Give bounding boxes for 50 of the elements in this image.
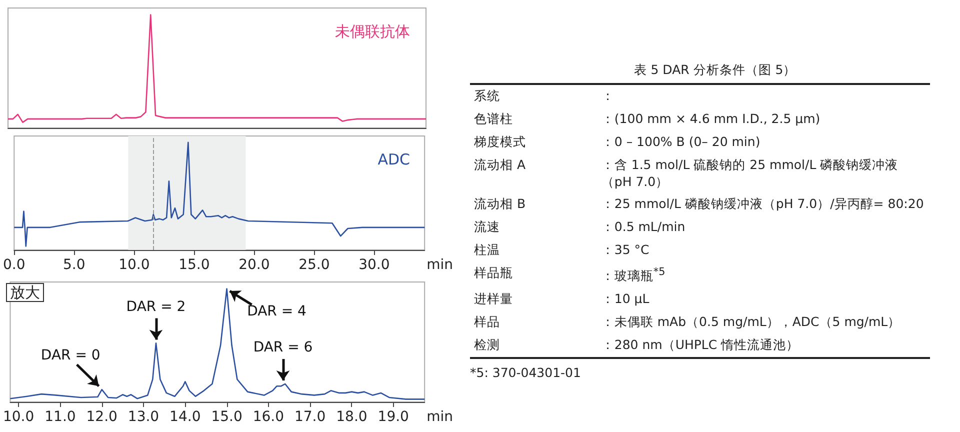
x-tick-label: 10.0 bbox=[2, 409, 34, 425]
text: ：35 °C bbox=[600, 241, 650, 260]
x-tick-label: 30.0 bbox=[358, 257, 390, 273]
x-tick-label: 15.0 bbox=[178, 257, 210, 273]
text: 梯度模式 bbox=[473, 132, 527, 151]
text: 流速 bbox=[473, 218, 501, 236]
text: ：含 1.5 mol/L 硫酸钠的 25 mmol/L 磷酸钠缓冲液（pH 7.0） bbox=[600, 156, 900, 191]
text: 未偶联抗体 bbox=[335, 22, 410, 40]
x-tick-label: 5.0 bbox=[63, 257, 86, 273]
text: 流动相 B bbox=[473, 195, 527, 214]
x-axis-title: min bbox=[426, 257, 454, 273]
x-tick-label: 17.0 bbox=[294, 409, 326, 425]
text: *5: 370-04301-01 bbox=[470, 364, 582, 380]
text: ：(100 mm × 4.6 mm I.D., 2.5 μm) bbox=[600, 110, 822, 128]
text: ADC bbox=[378, 150, 410, 168]
x-tick-label: 20.0 bbox=[238, 257, 270, 273]
x-tick-label: 19.0 bbox=[378, 409, 409, 425]
x-tick-label: 16.0 bbox=[252, 409, 284, 425]
text: ：0.5 mL/min bbox=[600, 218, 686, 236]
x-tick-label: 25.0 bbox=[298, 257, 330, 273]
text: ： bbox=[600, 87, 616, 105]
annotation: DAR = 6 bbox=[253, 340, 313, 356]
text: ：玻璃瓶$^{*5}$ bbox=[600, 265, 666, 286]
text: ：280 nm（UHPLC 惰性流通池） bbox=[600, 336, 800, 354]
text: ：10 μL bbox=[600, 290, 650, 308]
x-tick-label: 18.0 bbox=[336, 409, 368, 425]
x-tick-label: 10.0 bbox=[118, 257, 150, 273]
x-tick-label: 12.0 bbox=[86, 409, 118, 425]
annotation: DAR = 2 bbox=[126, 298, 186, 315]
x-tick-label: 0.0 bbox=[3, 257, 26, 273]
text: 系统 bbox=[473, 87, 501, 105]
annotation: DAR = 4 bbox=[247, 303, 307, 320]
text: 流动相 A bbox=[473, 156, 527, 174]
annotation: 放大 bbox=[10, 284, 40, 302]
annotation: DAR = 0 bbox=[40, 348, 100, 364]
x-tick-label: 13.0 bbox=[128, 409, 160, 425]
text: 检测 bbox=[473, 336, 501, 354]
x-tick-label: 11.0 bbox=[44, 409, 76, 425]
x-axis-title: min bbox=[426, 409, 454, 425]
x-tick-label: 14.0 bbox=[170, 409, 201, 425]
text: 色谱柱 bbox=[473, 110, 514, 128]
x-tick-label: 15.0 bbox=[211, 409, 242, 425]
text: 表 5 DAR 分析条件（图 5） bbox=[632, 62, 798, 79]
text: 进样量 bbox=[473, 290, 514, 308]
text: 柱温 bbox=[473, 241, 501, 260]
text: ：25 mmol/L 磷酸钠缓冲液（pH 7.0）/异丙醇= 80:20 bbox=[600, 195, 925, 214]
text: ：未偶联 mAb（0.5 mg/mL），ADC（5 mg/mL） bbox=[600, 312, 902, 331]
text: 样品瓶 bbox=[473, 264, 514, 282]
text: 样品 bbox=[473, 312, 501, 331]
text: ：0 – 100% B (0– 20 min) bbox=[600, 132, 762, 151]
